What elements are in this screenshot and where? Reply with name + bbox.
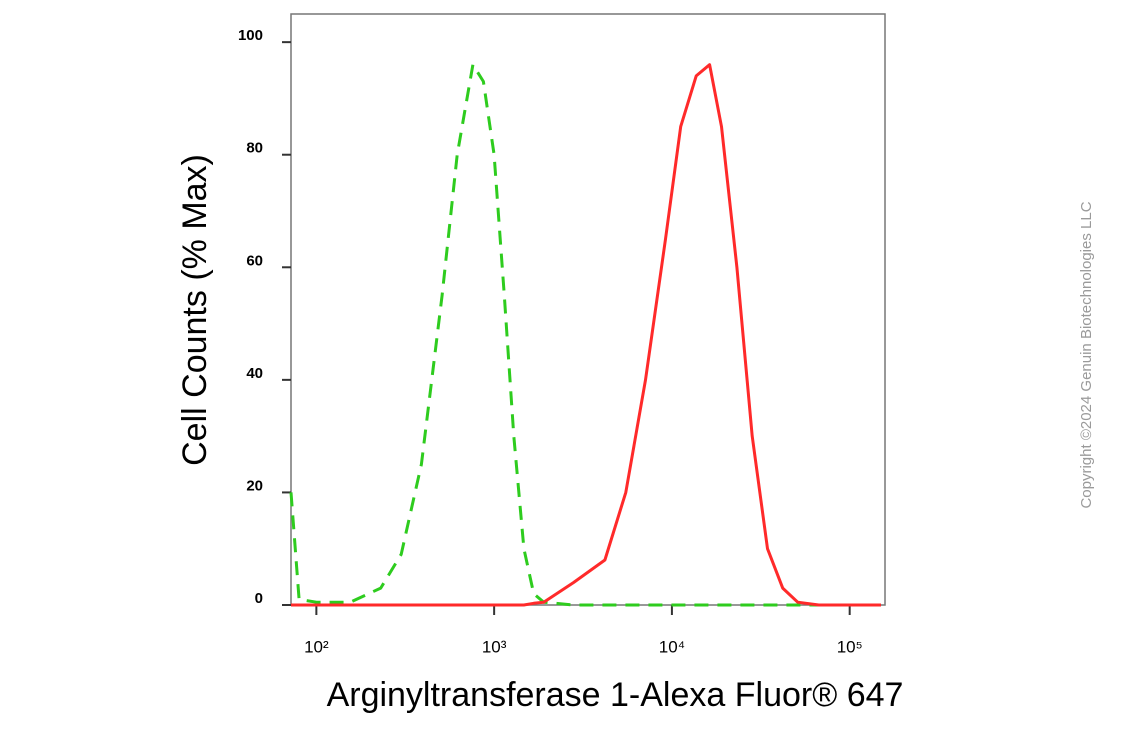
y-tick-label: 20	[246, 477, 263, 494]
x-axis-label: Arginyltransferase 1-Alexa Fluor® 647	[327, 676, 904, 714]
y-tick-label: 0	[255, 590, 263, 607]
x-tick-label: 10²	[304, 637, 329, 656]
x-tick-label: 10³	[482, 637, 507, 656]
x-tick-label: 10⁴	[659, 637, 685, 656]
y-axis-label: Cell Counts (% Max)	[176, 154, 214, 466]
x-tick-label: 10⁵	[837, 637, 863, 656]
y-tick-label: 40	[246, 365, 263, 382]
y-tick-label: 100	[238, 27, 263, 44]
y-tick-label: 60	[246, 252, 263, 269]
watermark: Copyright ©2024 Genuin Biotechnologies L…	[1078, 201, 1095, 508]
plot-frame	[290, 13, 886, 606]
series-line	[289, 63, 881, 607]
series-line	[291, 63, 881, 607]
y-tick-label: 80	[246, 140, 263, 157]
